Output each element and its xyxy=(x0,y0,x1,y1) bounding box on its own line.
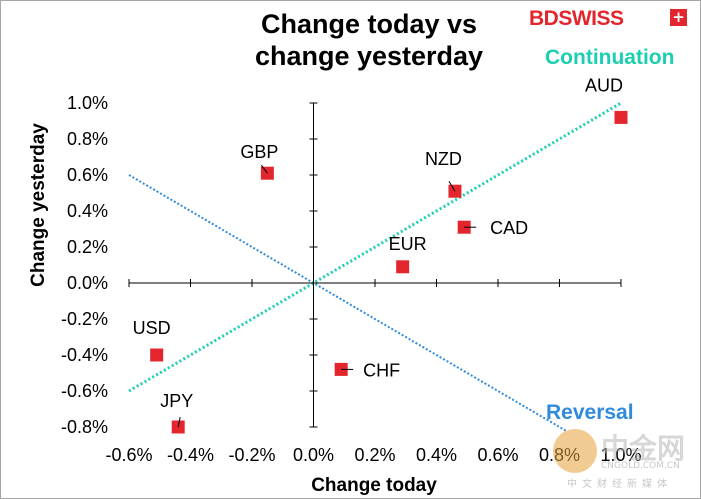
y-tick-label: -0.4% xyxy=(61,345,108,365)
point-label-gbp: GBP xyxy=(240,142,278,162)
cngold-watermark: 中金网 CNGOLD.COM.CN 中文财经新媒体 xyxy=(547,425,697,495)
y-tick-label: 0.2% xyxy=(67,237,108,257)
point-label-cad: CAD xyxy=(490,218,528,238)
x-tick-label: 0.0% xyxy=(293,445,334,465)
point-label-aud: AUD xyxy=(585,75,623,95)
point-usd xyxy=(150,348,164,362)
point-label-usd: USD xyxy=(133,318,171,338)
point-label-eur: EUR xyxy=(389,234,427,254)
reversal-label: Reversal xyxy=(546,401,634,424)
point-label-jpy: JPY xyxy=(160,391,193,411)
y-tick-label: 0.4% xyxy=(67,201,108,221)
watermark-domain: CNGOLD.COM.CN xyxy=(601,461,680,471)
x-axis-title: Change today xyxy=(311,475,437,496)
watermark-subtitle: 中文财经新媒体 xyxy=(567,479,672,490)
x-tick-label: 1.0% xyxy=(600,445,641,465)
y-tick-label: -0.2% xyxy=(61,309,108,329)
leader-line-nzd xyxy=(448,180,456,192)
cngold-logo-icon xyxy=(553,429,597,473)
x-tick-label: 0.4% xyxy=(416,445,457,465)
point-label-nzd: NZD xyxy=(425,149,462,169)
bdswiss-logo: BDSWISS xyxy=(529,7,624,30)
continuation-line xyxy=(128,101,622,393)
x-tick-label: 0.6% xyxy=(477,445,518,465)
y-axis-title: Change yesterday xyxy=(28,123,49,287)
continuation-label: Continuation xyxy=(545,46,674,69)
chart-title-line2: change yesterday xyxy=(254,41,484,71)
point-label-chf: CHF xyxy=(363,360,400,380)
y-tick-label: -0.8% xyxy=(61,417,108,437)
y-tick-label: 1.0% xyxy=(67,93,108,113)
leader-line-jpy xyxy=(177,416,181,428)
x-tick-label: -0.2% xyxy=(228,445,275,465)
y-tick-label: -0.6% xyxy=(61,381,108,401)
y-tick-label: 0.6% xyxy=(67,165,108,185)
x-tick-label: -0.6% xyxy=(105,445,152,465)
y-tick-label: 0.0% xyxy=(67,273,108,293)
watermark-text: 中金网 xyxy=(601,432,686,465)
y-tick-label: 0.8% xyxy=(67,129,108,149)
x-tick-label: 0.2% xyxy=(354,445,395,465)
x-tick-label: -0.4% xyxy=(167,445,214,465)
swiss-cross-icon: + xyxy=(670,9,687,26)
leader-line-gbp xyxy=(260,164,268,174)
point-aud xyxy=(614,110,628,124)
reversal-line xyxy=(128,174,567,432)
point-eur xyxy=(396,260,410,274)
chart-title-line1: Change today vs xyxy=(260,9,478,39)
